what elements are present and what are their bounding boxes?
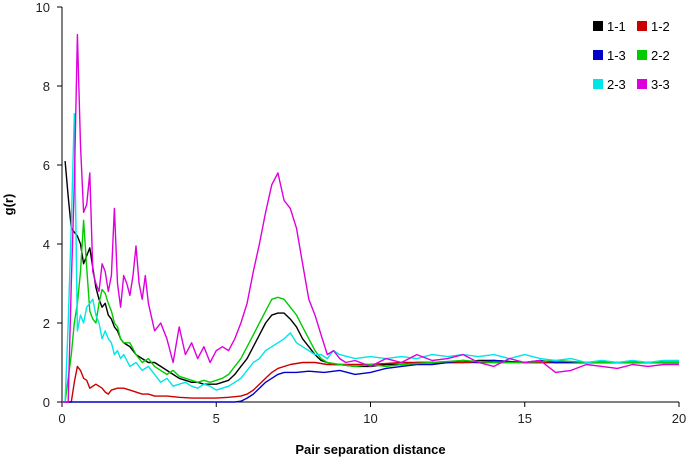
- y-axis-title: g(r): [1, 194, 16, 216]
- y-tick-label: 8: [43, 79, 50, 94]
- legend-label-1-1: 1-1: [607, 19, 626, 34]
- x-axis-title: Pair separation distance: [295, 442, 445, 457]
- legend-label-3-3: 3-3: [651, 77, 670, 92]
- legend-label-1-3: 1-3: [607, 48, 626, 63]
- legend-swatch-2-2: [637, 50, 647, 60]
- y-tick-label: 10: [36, 0, 50, 15]
- y-tick-label: 2: [43, 316, 50, 331]
- x-tick-label: 20: [672, 411, 686, 426]
- legend-label-1-2: 1-2: [651, 19, 670, 34]
- series-line-1-2: [62, 361, 679, 403]
- series-group: [62, 33, 679, 403]
- axes: 0 5 10 15 20 0 2 4 6 8 10: [36, 0, 687, 426]
- legend-label-2-3: 2-3: [607, 77, 626, 92]
- legend-swatch-2-3: [593, 79, 603, 89]
- legend: 1-1 1-2 1-3 2-2 2-3 3-3: [593, 19, 670, 92]
- x-tick-label: 10: [363, 411, 377, 426]
- y-tick-label: 0: [43, 395, 50, 410]
- x-tick-label: 5: [213, 411, 220, 426]
- y-tick-label: 4: [43, 237, 50, 252]
- y-tick-label: 6: [43, 158, 50, 173]
- series-line-3-3: [62, 33, 679, 403]
- series-line-2-3: [62, 113, 679, 403]
- legend-swatch-1-3: [593, 50, 603, 60]
- x-tick-label: 15: [518, 411, 532, 426]
- legend-swatch-1-1: [593, 21, 603, 31]
- series-line-1-1: [64, 161, 679, 385]
- x-tick-label: 0: [58, 411, 65, 426]
- legend-swatch-1-2: [637, 21, 647, 31]
- legend-label-2-2: 2-2: [651, 48, 670, 63]
- legend-swatch-3-3: [637, 79, 647, 89]
